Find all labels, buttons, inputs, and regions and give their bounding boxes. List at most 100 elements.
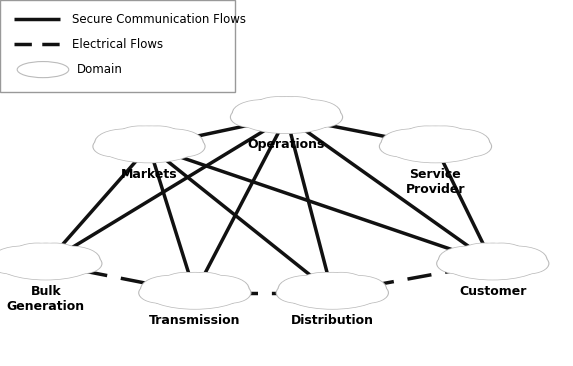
Ellipse shape (178, 272, 229, 296)
Ellipse shape (144, 129, 203, 156)
Ellipse shape (280, 99, 342, 127)
Ellipse shape (238, 101, 335, 133)
Ellipse shape (11, 243, 62, 266)
Ellipse shape (13, 243, 61, 266)
Ellipse shape (460, 243, 508, 266)
Ellipse shape (30, 243, 79, 266)
Ellipse shape (278, 276, 337, 302)
Ellipse shape (284, 277, 381, 309)
Text: Markets: Markets (121, 168, 177, 180)
Text: Bulk
Generation: Bulk Generation (7, 285, 85, 313)
Ellipse shape (450, 137, 491, 157)
Ellipse shape (143, 128, 204, 156)
Ellipse shape (132, 126, 183, 149)
Ellipse shape (436, 253, 479, 274)
Ellipse shape (473, 243, 512, 262)
Ellipse shape (507, 253, 550, 274)
Ellipse shape (0, 247, 96, 280)
FancyBboxPatch shape (0, 0, 235, 92)
Ellipse shape (276, 282, 319, 304)
Ellipse shape (477, 243, 526, 266)
Ellipse shape (431, 129, 489, 156)
Ellipse shape (17, 61, 69, 78)
Ellipse shape (41, 246, 100, 273)
Ellipse shape (138, 282, 182, 304)
Ellipse shape (139, 283, 180, 303)
Ellipse shape (301, 107, 342, 127)
Ellipse shape (443, 247, 543, 280)
Ellipse shape (474, 243, 511, 261)
Ellipse shape (420, 126, 469, 149)
Ellipse shape (116, 126, 164, 149)
Ellipse shape (317, 273, 366, 295)
Ellipse shape (163, 136, 206, 157)
Ellipse shape (298, 272, 349, 296)
Ellipse shape (40, 246, 101, 273)
Ellipse shape (26, 243, 65, 262)
Ellipse shape (281, 100, 340, 126)
Ellipse shape (94, 128, 155, 156)
Text: Domain: Domain (77, 63, 123, 76)
Ellipse shape (131, 126, 167, 145)
Ellipse shape (380, 128, 442, 156)
Ellipse shape (190, 276, 249, 302)
Ellipse shape (0, 253, 32, 274)
Ellipse shape (430, 128, 490, 156)
Ellipse shape (176, 273, 213, 291)
Ellipse shape (282, 276, 382, 310)
Ellipse shape (93, 137, 134, 157)
Ellipse shape (134, 126, 182, 149)
Ellipse shape (270, 96, 321, 120)
Ellipse shape (60, 253, 103, 274)
Ellipse shape (232, 99, 293, 127)
Ellipse shape (437, 253, 478, 274)
Ellipse shape (237, 100, 336, 134)
Ellipse shape (189, 275, 250, 303)
Ellipse shape (277, 275, 339, 303)
Text: Customer: Customer (459, 285, 527, 298)
Ellipse shape (115, 126, 166, 149)
Ellipse shape (99, 130, 199, 163)
Ellipse shape (233, 100, 292, 126)
Ellipse shape (129, 126, 168, 145)
Ellipse shape (300, 106, 343, 128)
Ellipse shape (252, 96, 303, 120)
Ellipse shape (146, 277, 244, 309)
Ellipse shape (95, 129, 154, 156)
Ellipse shape (29, 243, 80, 266)
Ellipse shape (382, 129, 441, 156)
Ellipse shape (142, 276, 200, 302)
Ellipse shape (268, 97, 305, 115)
Ellipse shape (486, 246, 547, 273)
Ellipse shape (444, 247, 541, 280)
Ellipse shape (299, 273, 348, 295)
Ellipse shape (387, 130, 484, 163)
Ellipse shape (92, 136, 135, 157)
Ellipse shape (140, 275, 201, 303)
Ellipse shape (347, 283, 388, 303)
Ellipse shape (271, 97, 320, 119)
Ellipse shape (145, 276, 245, 310)
Ellipse shape (402, 126, 451, 149)
Ellipse shape (508, 253, 548, 274)
Ellipse shape (267, 96, 306, 116)
Ellipse shape (162, 273, 210, 295)
Ellipse shape (439, 246, 497, 273)
Ellipse shape (401, 126, 452, 149)
Ellipse shape (230, 106, 273, 128)
Ellipse shape (327, 276, 386, 302)
Ellipse shape (100, 130, 198, 163)
Text: Transmission: Transmission (149, 314, 241, 327)
Ellipse shape (0, 246, 51, 273)
Ellipse shape (449, 136, 492, 157)
Ellipse shape (0, 246, 52, 273)
Ellipse shape (316, 272, 367, 296)
Ellipse shape (476, 243, 527, 266)
Ellipse shape (379, 136, 422, 157)
Ellipse shape (277, 283, 317, 303)
Ellipse shape (313, 272, 352, 291)
Ellipse shape (253, 97, 302, 119)
Ellipse shape (28, 243, 64, 261)
Ellipse shape (210, 283, 250, 303)
Ellipse shape (416, 126, 455, 145)
